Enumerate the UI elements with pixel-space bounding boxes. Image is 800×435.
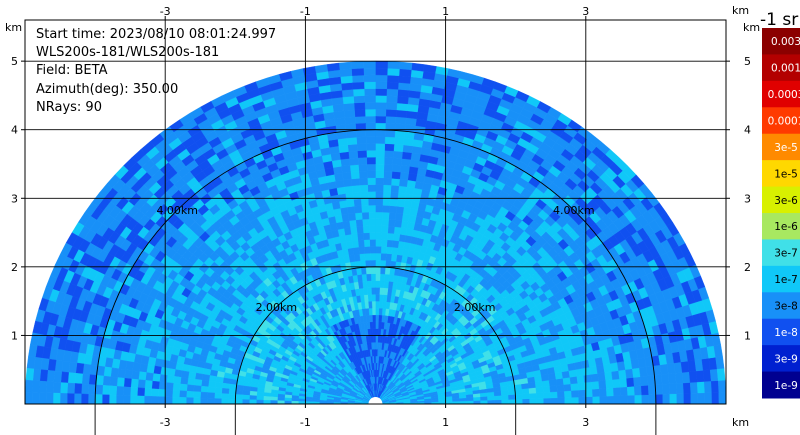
colorbar-swatch (762, 265, 800, 293)
colorbar-swatch (762, 345, 800, 373)
colorbar-label: 3e-6 (774, 195, 798, 207)
plot-frame (24, 19, 727, 405)
colorbar-label: 0.003 (771, 36, 800, 48)
y-tick-label-right: 4 (744, 124, 751, 137)
colorbar-swatch (762, 54, 800, 82)
colorbar-swatch (762, 28, 800, 55)
ring-label: 2.00km (454, 301, 496, 314)
colorbar-label: 3e-7 (774, 248, 798, 260)
start-time-text: Start time: 2023/08/10 08:01:24.997 (36, 27, 277, 42)
nrays-text: NRays: 90 (36, 99, 102, 115)
colorbar-label: 1e-7 (774, 274, 798, 286)
colorbar-label: 0.0001 (768, 116, 800, 128)
x-tick-label-top: 1 (442, 5, 449, 18)
colorbar-swatch (762, 318, 800, 346)
colorbar-title: -1 sr (760, 10, 799, 30)
colorbar-swatch (762, 160, 800, 188)
x-tick-label-bottom: -1 (300, 416, 311, 429)
colorbar-swatch (762, 371, 800, 399)
ring-label: 4.00km (553, 204, 595, 217)
colorbar-swatch (762, 107, 800, 135)
colorbar-swatch (762, 292, 800, 320)
y-tick-label-left: 1 (11, 329, 18, 342)
x-tick-label-bottom: 3 (582, 416, 589, 429)
beta-field-sector (25, 60, 726, 404)
y-tick-label-right: 2 (744, 261, 751, 274)
colorbar-label: 1e-9 (774, 380, 798, 392)
ring-label: 4.00km (156, 204, 198, 217)
colorbar-swatch (762, 133, 800, 161)
x-unit-label: km (732, 416, 749, 429)
x-tick-label-top: -1 (300, 5, 311, 18)
instrument-text: WLS200s-181/WLS200s-181 (36, 45, 220, 61)
x-unit-label: km (732, 4, 749, 17)
colorbar-label: 3e-5 (774, 142, 798, 154)
colorbar-swatch (762, 213, 800, 240)
colorbar-label: 1e-5 (774, 168, 798, 180)
colorbar-label: 0.001 (771, 63, 800, 75)
colorbar-swatch (762, 80, 800, 108)
x-tick-label-bottom: -3 (160, 416, 171, 429)
colorbar-label: 1e-6 (774, 221, 798, 233)
field-text: Field: BETA (36, 63, 108, 79)
y-unit-label: km (5, 21, 22, 34)
y-tick-label-left: 5 (11, 55, 18, 68)
range-rings: 2.00km 2.00km 4.00km 4.00km (94, 129, 657, 435)
x-tick-label-top: 3 (582, 5, 589, 18)
azimuth-text: Azimuth(deg): 350.00 (36, 81, 179, 97)
colorbar-swatch (762, 239, 800, 267)
axis-ticks: -3 -3 -1 -1 1 1 3 3 1 1 2 2 3 3 4 4 5 5 km km km km (5, 4, 760, 429)
y-tick-label-left: 3 (11, 192, 18, 205)
radar-origin (368, 397, 383, 404)
y-tick-label-right: 1 (744, 329, 751, 342)
y-tick-label-left: 4 (11, 124, 18, 137)
y-tick-label-right: 3 (744, 192, 751, 205)
scan-info: Start time: 2023/08/10 08:01:24.997 WLS2… (36, 26, 276, 117)
ring-label: 2.00km (256, 301, 298, 314)
y-unit-label: km (743, 21, 760, 34)
x-tick-label-bottom: 1 (442, 416, 449, 429)
x-tick-label-top: -3 (160, 5, 171, 18)
range-ring-extension (234, 404, 517, 435)
range-ring (234, 266, 517, 405)
colorbar-label: 3e-8 (774, 301, 798, 313)
range-ring (94, 129, 657, 405)
y-tick-label-left: 2 (11, 261, 18, 274)
colorbar-swatch (762, 186, 800, 214)
y-tick-label-right: 5 (744, 55, 751, 68)
range-ring-extension (94, 404, 657, 435)
colorbar-label: 3e-9 (774, 353, 798, 365)
colorbar-label: 1e-8 (774, 327, 798, 339)
